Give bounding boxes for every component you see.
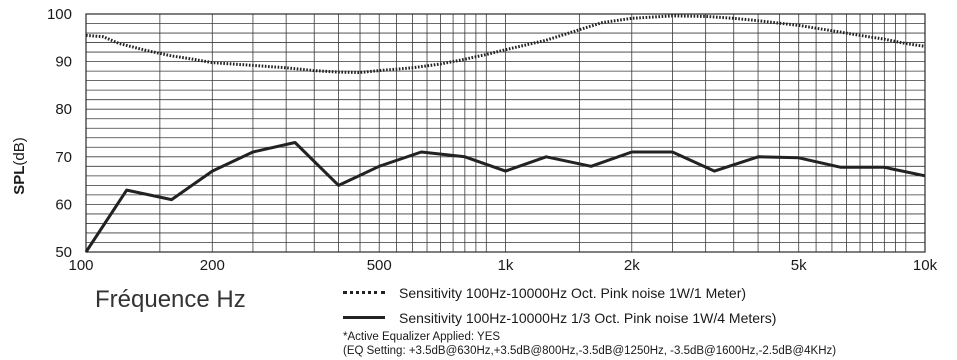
- legend-label-third-oct: Sensitivity 100Hz-10000Hz 1/3 Oct. Pink …: [399, 310, 776, 326]
- legend-item-third-oct: Sensitivity 100Hz-10000Hz 1/3 Oct. Pink …: [343, 305, 776, 330]
- dotted-line-swatch: [343, 291, 385, 294]
- legend-label-oct: Sensitivity 100Hz-10000Hz Oct. Pink nois…: [399, 285, 746, 301]
- equalizer-note: *Active Equalizer Applied: YES: [343, 331, 500, 343]
- legend-item-oct: Sensitivity 100Hz-10000Hz Oct. Pink nois…: [343, 280, 776, 305]
- chart-grid: [86, 14, 925, 252]
- y-axis-label: SPL(dB): [11, 137, 28, 195]
- x-tick-label: 1k: [498, 257, 514, 274]
- x-tick-label: 5k: [791, 257, 807, 274]
- x-tick-label: 100: [68, 257, 93, 274]
- x-axis-label: Fréquence Hz: [95, 286, 246, 314]
- x-tick-label: 2k: [624, 257, 640, 274]
- x-tick-label: 10k: [913, 257, 938, 274]
- y-tick-label: 100: [47, 6, 72, 23]
- solid-line-swatch: [343, 316, 385, 319]
- y-tick-label: 80: [55, 101, 72, 118]
- y-tick-label: 60: [55, 196, 72, 213]
- eq-settings-note: (EQ Setting: +3.5dB@630Hz,+3.5dB@800Hz,-…: [343, 345, 836, 357]
- legend: Sensitivity 100Hz-10000Hz Oct. Pink nois…: [343, 280, 776, 330]
- y-tick-label: 70: [55, 149, 72, 166]
- y-tick-label: 90: [55, 54, 72, 71]
- x-tick-label: 200: [200, 257, 225, 274]
- x-tick-label: 500: [367, 257, 392, 274]
